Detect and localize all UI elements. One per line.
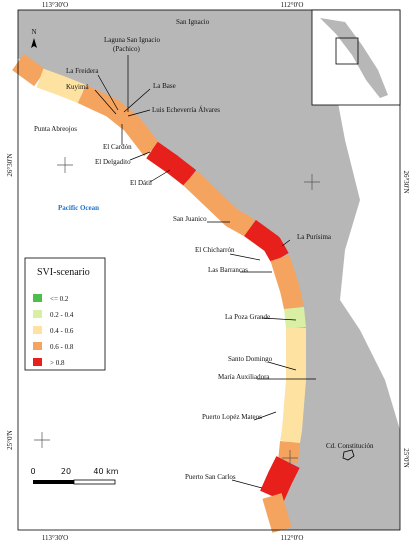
place-label: La Base — [153, 82, 176, 90]
map-frame — [17, 9, 401, 531]
buffer-segment — [284, 307, 306, 329]
legend-label: 0.6 - 0.8 — [50, 343, 74, 351]
coordinate-label: 25°0'N — [6, 430, 14, 450]
place-label: Santo Domingo — [228, 355, 273, 363]
legend-label: 0.4 - 0.6 — [50, 327, 74, 335]
place-label: (Pachico) — [113, 45, 140, 53]
place-label: San Ignacio — [176, 18, 210, 26]
legend-label: 0.2 - 0.4 — [50, 311, 74, 319]
legend: SVI-scenario <= 0.2 0.2 - 0.4 0.4 - 0.6 0.6… — [24, 257, 106, 371]
legend-swatch — [33, 326, 42, 334]
buffer-segment — [260, 456, 300, 502]
place-label: San Juanico — [173, 215, 207, 223]
buffer-segment — [262, 493, 292, 533]
place-label: María Auxiliadora — [218, 373, 270, 381]
buffer-segment — [146, 141, 197, 186]
place-label: La Purísima — [297, 233, 332, 241]
city-outline — [342, 449, 355, 461]
land — [18, 10, 400, 530]
buffer-segment — [244, 219, 289, 263]
buffer-segment — [278, 441, 300, 463]
place-label: Punta Abreojos — [34, 125, 77, 133]
scale-label: 40 km — [93, 467, 118, 476]
coordinate-label: 113°30'O — [42, 1, 68, 9]
coordinate-label: 112°0'O — [281, 534, 304, 542]
legend-swatch — [33, 342, 42, 350]
place-label: El Delgadito — [95, 158, 131, 166]
north-arrow: N — [31, 28, 37, 48]
inset-extent — [335, 37, 359, 65]
place-label: Las Barrancas — [208, 266, 248, 274]
place-label: El Cardón — [103, 143, 132, 151]
buffer-segment — [280, 328, 306, 444]
leader-lines — [94, 55, 316, 489]
north-arrow-shape — [31, 38, 37, 48]
buffer-segment — [12, 53, 46, 87]
north-label: N — [31, 28, 36, 36]
place-label: Luis Echeverría Álvares — [152, 106, 220, 114]
coordinate-label: 25°0'N — [402, 448, 410, 468]
scale-bar: 0 20 40 km — [30, 467, 119, 485]
scale-label: 20 — [61, 467, 71, 476]
scale-segment — [33, 480, 74, 484]
buffer-segment — [77, 84, 160, 157]
scale-segment — [73, 479, 116, 485]
legend-swatch — [33, 310, 42, 318]
place-label: La Poza Grande — [225, 313, 270, 321]
ocean-label: Pacific Ocean — [58, 204, 99, 212]
coordinate-label: 113°30'O — [42, 534, 68, 542]
buffer-segment — [270, 255, 304, 311]
buffer-segment — [36, 68, 86, 104]
inset-land — [320, 18, 388, 98]
scale-label: 0 — [30, 467, 35, 476]
place-label: Puerto Lopéz Mateos — [202, 413, 262, 421]
place-label: Cd. Constitución — [326, 442, 374, 450]
svi-buffer — [12, 53, 306, 533]
legend-swatch — [33, 358, 42, 366]
legend-swatch — [33, 294, 42, 302]
legend-label: > 0.8 — [50, 359, 65, 367]
graticule — [34, 157, 320, 466]
coordinate-label: 26°30'N — [402, 170, 410, 193]
legend-title: SVI-scenario — [37, 267, 90, 278]
place-label: El Dátil — [130, 179, 152, 187]
coordinate-label: 112°0'O — [281, 1, 304, 9]
place-label: Puerto San Carlos — [185, 473, 236, 481]
legend-label: <= 0.2 — [50, 295, 69, 303]
place-label: El Chicharrón — [195, 246, 235, 254]
place-label: Laguna San Ignacio — [104, 36, 160, 44]
place-label: Kuyimá — [66, 83, 89, 91]
buffer-segment — [183, 170, 255, 237]
inset-map — [311, 9, 401, 106]
coordinate-label: 26°30'N — [6, 153, 14, 176]
place-label: La Freidera — [66, 67, 99, 75]
